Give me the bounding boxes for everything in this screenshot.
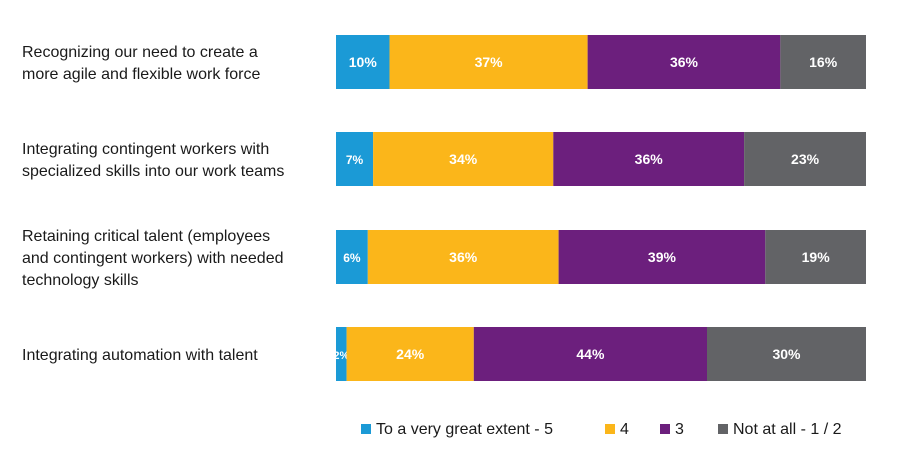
- bar-segment: [780, 35, 866, 89]
- category-label-line: Integrating contingent workers with: [22, 141, 269, 158]
- category-label-line: more agile and flexible work force: [22, 66, 260, 83]
- bar-segment: [336, 35, 390, 89]
- bars: 10% 37% 36% 16% 7% 34% 36% 23% 6% 36% 39% 19% 2% 24% 4…: [333, 35, 866, 381]
- legend: To a very great extent - 5 4 3 Not at all -…: [361, 421, 842, 438]
- category-label-line: Integrating automation with talent: [22, 347, 258, 364]
- data-label: 23%: [791, 151, 820, 167]
- category-label: Recognizing our need to create a more agi…: [22, 44, 260, 83]
- legend-swatch: [660, 424, 670, 434]
- category-label: Integrating automation with talent: [22, 347, 258, 364]
- data-label: 36%: [635, 151, 664, 167]
- bar-segment: [346, 327, 474, 381]
- data-label: 6%: [343, 251, 361, 265]
- legend-swatch: [718, 424, 728, 434]
- data-label: 7%: [346, 153, 364, 167]
- category-label: Retaining critical talent (employees and …: [22, 228, 284, 289]
- category-labels: Recognizing our need to create a more agi…: [22, 44, 284, 364]
- data-label: 2%: [333, 350, 349, 362]
- bar-segment: [336, 327, 347, 381]
- data-label: 24%: [396, 346, 425, 362]
- bar-segment: [553, 132, 745, 186]
- legend-label: To a very great extent - 5: [376, 421, 553, 438]
- data-label: 19%: [802, 249, 831, 265]
- data-label: 37%: [475, 54, 504, 70]
- bar-segment: [587, 35, 781, 89]
- legend-swatch: [361, 424, 371, 434]
- data-label: 44%: [576, 346, 605, 362]
- data-label: 30%: [772, 346, 801, 362]
- bar-segment: [336, 230, 368, 284]
- data-label: 39%: [648, 249, 677, 265]
- data-label: 36%: [670, 54, 699, 70]
- bar-segment: [373, 132, 554, 186]
- bar-segment: [389, 35, 588, 89]
- category-label-line: Retaining critical talent (employees: [22, 228, 270, 245]
- category-label-line: and contingent workers) with needed: [22, 250, 284, 267]
- legend-label: 4: [620, 421, 629, 438]
- category-label-line: technology skills: [22, 272, 139, 289]
- data-label: 16%: [809, 54, 838, 70]
- bar-segment: [336, 132, 374, 186]
- bar-segment: [707, 327, 866, 381]
- bar-segment: [744, 132, 866, 186]
- legend-label: Not at all - 1 / 2: [733, 421, 842, 438]
- bar-segment: [765, 230, 866, 284]
- bar-segment: [367, 230, 559, 284]
- data-label: 36%: [449, 249, 478, 265]
- data-label: 10%: [349, 54, 378, 70]
- bar-segment: [558, 230, 766, 284]
- data-label: 34%: [449, 151, 478, 167]
- bar-segment: [473, 327, 707, 381]
- category-label: Integrating contingent workers with speci…: [22, 141, 284, 180]
- legend-label: 3: [675, 421, 684, 438]
- category-label-line: specialized skills into our work teams: [22, 163, 284, 180]
- legend-swatch: [605, 424, 615, 434]
- category-label-line: Recognizing our need to create a: [22, 44, 258, 61]
